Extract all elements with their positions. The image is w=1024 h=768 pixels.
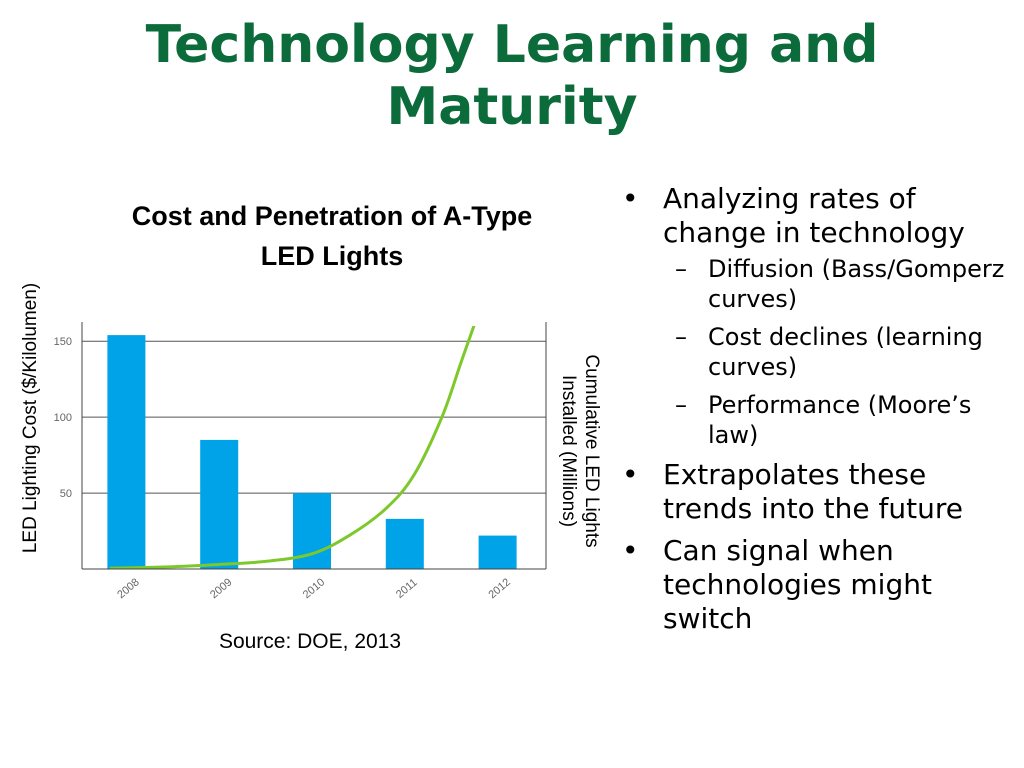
y-axis-label: LED Lighting Cost ($/Kilolumen) <box>20 283 41 553</box>
chart-title-line-1: Cost and Penetration of A-Type <box>131 201 533 231</box>
bullet-item: • Analyzing rates of change in technology… <box>618 182 1018 450</box>
line-series <box>109 326 476 569</box>
bar-series <box>107 335 517 569</box>
x-tick-label: 2009 <box>208 576 234 601</box>
bar-2011 <box>385 518 424 569</box>
y-tick-label: 100 <box>54 412 72 424</box>
sub-bullet-dash: – <box>675 255 687 283</box>
x-tick-label: 2012 <box>486 576 512 601</box>
bar-2009 <box>200 439 239 569</box>
x-tick-label: 2011 <box>394 577 420 601</box>
slide-title-line-1: Technology Learning and <box>145 15 879 75</box>
bar-2012 <box>478 535 517 569</box>
sub-bullet-item: – Diffusion (Bass/Gomperz curves) <box>663 254 1018 314</box>
chart-title: Cost and Penetration of A-Type LED Light… <box>96 196 568 276</box>
bullet-item: • Extrapolates these trends into the futu… <box>618 458 1018 526</box>
bullet-text: Analyzing rates of change in technology <box>663 182 965 249</box>
y-tick-label: 50 <box>60 488 72 500</box>
bullet-text: Can signal when technologies might switc… <box>663 534 932 635</box>
bar-2008 <box>107 335 146 569</box>
y-tick-label: 150 <box>54 336 72 348</box>
sub-bullet-list: – Diffusion (Bass/Gomperz curves) – Cost de… <box>663 254 1018 450</box>
slide-title-line-2: Maturity <box>386 77 638 137</box>
x-tick-label: 2008 <box>115 576 141 601</box>
chart-title-line-2: LED Lights <box>260 241 404 271</box>
y2-axis-label-line-1: Cumulative LED Lights <box>581 354 602 547</box>
source-note: Source: DOE, 2013 <box>218 630 402 653</box>
sub-bullet-dash: – <box>675 391 687 419</box>
y2-axis-label-line-2: Installed (Millions) <box>558 375 579 527</box>
bullet-text: Extrapolates these trends into the futur… <box>663 458 963 525</box>
cumulative-installed-line <box>109 326 476 569</box>
sub-bullet-text: Performance (Moore’s law) <box>708 391 972 449</box>
slide-title: Technology Learning and Maturity <box>0 14 1024 138</box>
bullet-list: • Analyzing rates of change in technology… <box>618 182 1018 644</box>
bullet-dot: • <box>622 534 639 567</box>
sub-bullet-item: – Cost declines (learning curves) <box>663 322 1018 382</box>
sub-bullet-dash: – <box>675 323 687 351</box>
grid-lines <box>82 340 546 494</box>
bullet-dot: • <box>622 182 639 215</box>
bullet-dot: • <box>622 458 639 491</box>
sub-bullet-item: – Performance (Moore’s law) <box>663 390 1018 450</box>
sub-bullet-text: Cost declines (learning curves) <box>708 323 983 381</box>
x-tick-label: 2010 <box>301 576 327 601</box>
led-cost-chart: 50 100 150 2008 2009 2010 2011 2012 LED Lightin… <box>20 283 602 601</box>
sub-bullet-text: Diffusion (Bass/Gomperz curves) <box>708 255 1005 313</box>
bullet-item: • Can signal when technologies might swit… <box>618 534 1018 636</box>
